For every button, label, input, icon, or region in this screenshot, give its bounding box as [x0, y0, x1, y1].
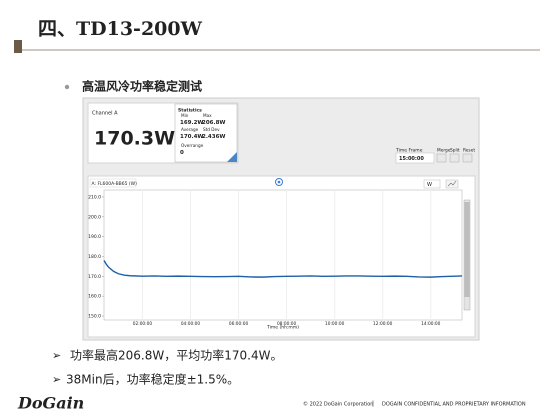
note: 功率最高206.8W，平均功率170.4W。: [70, 348, 282, 363]
stat-label: Std Dev: [203, 127, 220, 132]
statistics-title: Statistics: [178, 108, 202, 114]
button[interactable]: [449, 153, 460, 163]
corner-mark: [227, 152, 237, 162]
note: 38Min后，功率稳定度±1.5%。: [66, 372, 239, 387]
y-tick-label: 210.0: [88, 194, 101, 200]
footer-copyright: © 2022 DoGain Corporation: [303, 401, 373, 408]
button[interactable]: [436, 153, 447, 163]
unit-select[interactable]: [423, 179, 441, 189]
slide-title: 四、TD13-200W: [38, 18, 203, 40]
plot: 150.0 160.0 170.0 180.0 190.0 200.0 210.0 02:00…: [88, 190, 463, 327]
time-frame-box[interactable]: [395, 152, 435, 164]
footer-notice: DOGAIN CONFIDENTIAL AND PROPRIETARY INFO…: [382, 402, 526, 408]
y-tick-label: 200.0: [88, 214, 101, 220]
stat-value: 206.8W: [202, 120, 225, 126]
channel-label: Channel A: [92, 111, 118, 117]
stat-value: 170.4W: [180, 134, 203, 140]
y-tick-label: 180.0: [88, 254, 101, 260]
channel-value: 170.3W: [94, 128, 175, 150]
x-tick-label: 12:00:00: [373, 321, 393, 327]
chart-icon-glyph: [447, 180, 457, 187]
bullet-text: 高温风冷功率稳定测试: [82, 79, 202, 94]
stat-label: Overrange: [181, 143, 204, 148]
x-tick-label: 10:00:00: [325, 321, 345, 327]
y-tick-label: 190.0: [88, 234, 101, 240]
legend-box[interactable]: [89, 178, 137, 188]
x-tick-label: 14:00:00: [421, 321, 441, 327]
plot-area: [103, 189, 463, 321]
center-icon[interactable]: [275, 178, 283, 186]
button-label: Reset: [463, 148, 475, 154]
stat-label: Min: [181, 113, 189, 118]
x-axis-label: Time (hh:mm): [266, 325, 299, 331]
note-marker: ➢: [52, 349, 61, 362]
y-tick-label: 150.0: [88, 314, 101, 320]
stat-value: 0: [180, 150, 184, 156]
stat-value: 2.436W: [202, 134, 225, 140]
x-tick-label: 08:00:00: [277, 321, 297, 327]
scroll-thumb[interactable]: [464, 202, 470, 297]
footer-divider: |: [372, 401, 374, 408]
button-label: Split: [450, 148, 460, 154]
statistics-box: [174, 103, 238, 163]
y-tick-label: 170.0: [88, 274, 101, 280]
buttons: Merge Split Reset: [436, 148, 475, 163]
stat-value: 169.2W: [180, 120, 203, 126]
button-label: Merge: [437, 148, 451, 154]
x-tick-label: 06:00:00: [229, 321, 249, 327]
bullet-dot: [64, 84, 70, 90]
legend: A: FL600A-BB65 (W): [92, 181, 138, 187]
power-line: [103, 260, 463, 278]
button[interactable]: [462, 153, 473, 163]
y-tick-label: 160.0: [88, 294, 101, 300]
footer-logo: DoGain: [17, 394, 84, 413]
x-tick-label: 02:00:00: [133, 321, 153, 327]
note-marker: ➢: [52, 373, 61, 386]
title-marker: [14, 40, 22, 53]
time-frame-value: 15:00:00: [399, 156, 424, 162]
x-tick-label: 04:00:00: [181, 321, 201, 327]
center-icon-dot: [277, 180, 281, 184]
stat-label: Max: [203, 113, 212, 118]
time-frame-label: Time Frame: [395, 148, 423, 154]
unit-select-value: W: [427, 182, 432, 188]
stat-label: Average: [181, 127, 199, 132]
